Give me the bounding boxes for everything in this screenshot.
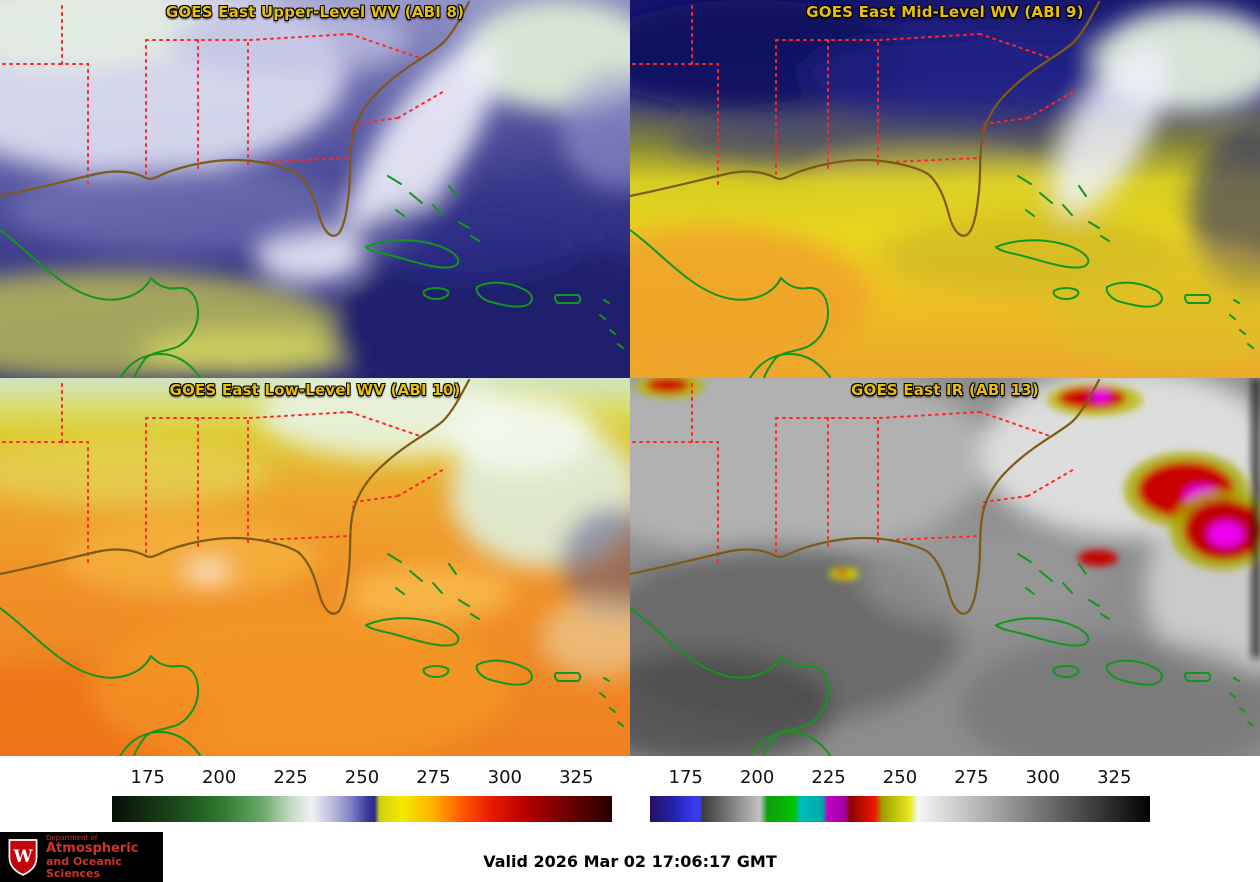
ir-colorbar-gradient	[650, 796, 1150, 822]
ir-colorbar: 175 200 225 250 275 300 325	[650, 756, 1150, 822]
panel-upper-wv: GOES East Upper-Level WV (ABI 8)	[0, 0, 630, 378]
ir-colorbar-ticks: 175 200 225 250 275 300 325	[650, 756, 1150, 788]
mid-wv-imagery	[630, 0, 1260, 378]
moisture-field	[0, 378, 630, 756]
footer: W Department of Atmospheric and Oceanic …	[0, 828, 1260, 882]
logo-text: Department of Atmospheric and Oceanic Sc…	[46, 833, 157, 880]
tick-label: 250	[882, 767, 918, 788]
wv-colorbar-ticks: 175 200 225 250 275 300 325	[112, 756, 612, 788]
tick-label: 300	[1025, 767, 1060, 788]
tick-label: 300	[487, 767, 522, 788]
colorbar-section: 175 200 225 250 275 300 325 175 200 225 …	[0, 756, 1260, 828]
wv-colorbar: 175 200 225 250 275 300 325	[112, 756, 612, 822]
tick-label: 275	[954, 767, 989, 788]
low-wv-imagery	[0, 378, 630, 756]
tick-label: 325	[559, 767, 594, 788]
upper-wv-imagery	[0, 0, 630, 378]
tick-label: 225	[273, 767, 308, 788]
tick-label: 175	[668, 767, 703, 788]
tick-label: 200	[739, 767, 775, 788]
cold-cloud-tops	[636, 378, 1260, 658]
valid-time: Valid 2026 Mar 02 17:06:17 GMT	[483, 852, 777, 871]
panel-mid-wv: GOES East Mid-Level WV (ABI 9)	[630, 0, 1260, 378]
panel-ir: GOES East IR (ABI 13)	[630, 378, 1260, 756]
logo-dept-line: Department of	[46, 833, 98, 842]
wv-colorbar-gradient	[112, 796, 612, 822]
panel-grid: GOES East Upper-Level WV (ABI 8)	[0, 0, 1260, 756]
tick-label: 175	[130, 767, 165, 788]
crest-letter: W	[12, 847, 33, 867]
tick-label: 225	[811, 767, 846, 788]
tick-label: 325	[1097, 767, 1132, 788]
ir-imagery	[630, 378, 1260, 756]
uw-aos-logo: W Department of Atmospheric and Oceanic …	[0, 832, 163, 882]
logo-line1: Atmospheric	[46, 841, 139, 857]
tick-label: 275	[416, 767, 451, 788]
tick-label: 200	[201, 767, 237, 788]
panel-low-wv: GOES East Low-Level WV (ABI 10)	[0, 378, 630, 756]
logo-line2: and Oceanic Sciences	[46, 854, 122, 880]
uw-crest-icon: W	[8, 839, 38, 876]
tick-label: 250	[344, 767, 380, 788]
